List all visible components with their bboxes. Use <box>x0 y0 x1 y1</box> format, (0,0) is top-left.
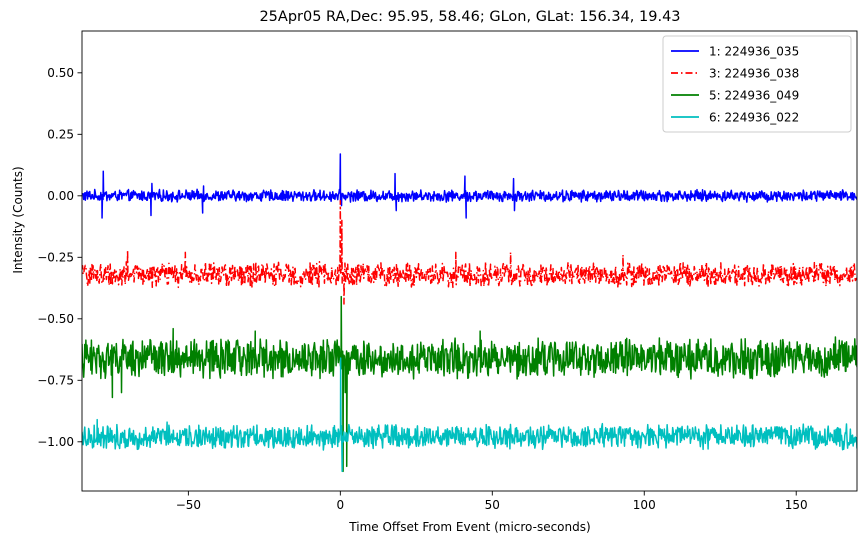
legend-label-3: 5: 224936_049 <box>709 89 799 103</box>
y-tick-label: 0.00 <box>47 189 74 203</box>
x-tick-label: 50 <box>485 498 500 512</box>
y-tick-label: 0.50 <box>47 66 74 80</box>
x-axis-label: Time Offset From Event (micro-seconds) <box>348 520 590 534</box>
series-line-3 <box>82 295 857 473</box>
series-line-4 <box>82 357 857 473</box>
axes-frame <box>81 30 858 492</box>
axes: −50 0 50 100 150 0.50 0.25 0.00 −0.25 −0.50 −0.75 −… <box>37 30 858 512</box>
x-tick-label: 0 <box>337 498 345 512</box>
x-tick-label: −50 <box>176 498 201 512</box>
series-line-2 <box>82 199 857 305</box>
legend-label-4: 6: 224936_022 <box>709 111 799 125</box>
series-line-1 <box>82 153 857 219</box>
legend-box <box>662 35 852 133</box>
x-tick-label: 150 <box>785 498 808 512</box>
y-tick-label: −1.00 <box>37 435 74 449</box>
y-tick-label: 0.25 <box>47 128 74 142</box>
x-tick-label: 100 <box>633 498 656 512</box>
legend: 1: 224936_035 3: 224936_038 5: 224936_049 6… <box>662 35 852 133</box>
y-tick-label: −0.25 <box>37 251 74 265</box>
chart-title: 25Apr05 RA,Dec: 95.95, 58.46; GLon, GLat… <box>259 9 680 25</box>
y-tick-label: −0.50 <box>37 312 74 326</box>
y-axis-label: Intensity (Counts) <box>11 166 25 273</box>
legend-label-1: 1: 224936_035 <box>709 45 799 59</box>
y-tick-label: −0.75 <box>37 374 74 388</box>
legend-label-2: 3: 224936_038 <box>709 67 799 81</box>
plot-area <box>82 153 857 473</box>
